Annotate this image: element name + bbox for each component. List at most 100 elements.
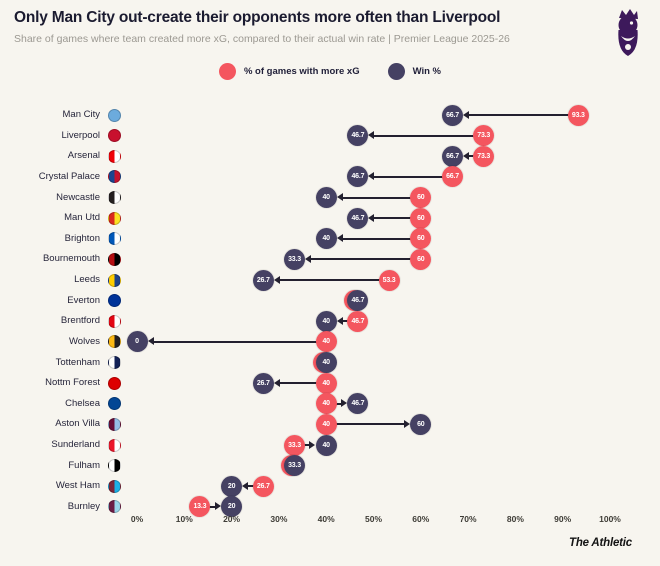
x-axis-tick: 60% xyxy=(412,514,430,524)
legend-xg-label: % of games with more xG xyxy=(243,66,360,77)
win-point: 46.7 xyxy=(347,125,369,147)
win-swatch-icon xyxy=(387,63,405,80)
dumbbell-arrow xyxy=(341,196,421,199)
team-badge-icon xyxy=(108,149,121,163)
win-point: 26.7 xyxy=(252,269,274,291)
xg-point: 40 xyxy=(315,331,337,353)
x-axis-tick: 30% xyxy=(270,514,288,524)
xg-point: 60 xyxy=(410,187,432,209)
team-label: Tottenham xyxy=(55,356,100,368)
xg-point: 33.3 xyxy=(284,434,305,456)
team-label: Burnley xyxy=(67,500,100,512)
dumbbell-arrow xyxy=(373,134,484,137)
x-axis-tick: 50% xyxy=(364,514,382,524)
arrow-head-icon xyxy=(368,213,375,222)
the-athletic-wordmark: The Athletic xyxy=(569,537,632,549)
xg-point: 40 xyxy=(315,372,337,394)
team-label: Arsenal xyxy=(67,150,100,162)
team-label: Liverpool xyxy=(61,129,100,141)
x-axis-tick: 10% xyxy=(175,514,193,524)
arrow-head-icon xyxy=(336,193,343,202)
arrow-head-icon xyxy=(462,110,469,119)
dumbbell-arrow xyxy=(152,340,327,343)
team-badge-icon xyxy=(108,479,121,493)
team-badge-icon xyxy=(108,108,121,122)
dumbbell-arrow xyxy=(310,258,421,261)
team-badge-icon xyxy=(108,170,121,184)
xg-point: 60 xyxy=(410,248,432,270)
xg-swatch-icon xyxy=(218,63,236,80)
team-badge-icon xyxy=(108,417,121,431)
team-badge-icon xyxy=(108,335,121,349)
win-point: 20 xyxy=(221,475,243,497)
win-point: 46.7 xyxy=(347,290,369,312)
team-label: Everton xyxy=(67,294,100,306)
arrow-head-icon xyxy=(340,399,347,408)
x-axis-tick: 0% xyxy=(130,514,144,524)
xg-point: 60 xyxy=(410,228,432,250)
win-point: 40 xyxy=(315,310,337,332)
xg-point: 40 xyxy=(315,413,337,435)
xg-point: 73.3 xyxy=(473,125,495,147)
dumbbell-arrow xyxy=(373,217,421,220)
dumbbell-arrow xyxy=(341,237,421,240)
team-badge-icon xyxy=(108,211,121,225)
legend-item-xg: % of games with more xG xyxy=(218,63,360,80)
win-point: 40 xyxy=(315,187,337,209)
xg-point: 26.7 xyxy=(252,475,274,497)
xg-point: 93.3 xyxy=(567,104,589,126)
team-label: Bournemouth xyxy=(42,253,100,265)
team-badge-icon xyxy=(108,397,121,411)
arrow-head-icon xyxy=(273,275,280,284)
win-point: 40 xyxy=(315,352,337,374)
team-badge-icon xyxy=(108,191,121,205)
dumbbell-arrow xyxy=(467,114,579,116)
dumbbell-arrow xyxy=(278,279,390,282)
team-badge-icon xyxy=(108,232,121,246)
win-point: 46.7 xyxy=(347,393,369,415)
dumbbell-arrow xyxy=(278,382,327,385)
page-subtitle: Share of games where team created more x… xyxy=(14,33,510,45)
x-axis-tick: 80% xyxy=(506,514,524,524)
legend-item-win: Win % xyxy=(387,63,442,80)
arrow-head-icon xyxy=(147,337,154,346)
arrow-head-icon xyxy=(403,419,410,428)
win-point: 33.3 xyxy=(284,248,305,270)
team-label: Leeds xyxy=(74,274,100,286)
legend-win-label: Win % xyxy=(412,66,442,77)
x-axis-tick: 70% xyxy=(459,514,477,524)
win-point: 46.7 xyxy=(347,166,369,188)
page-title: Only Man City out-create their opponents… xyxy=(14,9,501,26)
team-label: Brentford xyxy=(60,315,100,327)
team-badge-icon xyxy=(108,459,121,473)
team-label: Man City xyxy=(62,109,100,120)
xg-point: 66.7 xyxy=(441,166,463,188)
x-axis-tick: 40% xyxy=(317,514,335,524)
win-point: 40 xyxy=(315,228,337,250)
dumbbell-arrow xyxy=(373,175,453,178)
arrow-head-icon xyxy=(462,151,469,160)
arrow-head-icon xyxy=(309,440,316,449)
xg-point: 53.3 xyxy=(378,269,400,291)
arrow-head-icon xyxy=(305,254,311,263)
xg-point: 40 xyxy=(315,393,337,415)
legend: % of games with more xG Win % xyxy=(0,63,660,80)
x-axis-tick: 20% xyxy=(223,514,241,524)
team-badge-icon xyxy=(108,273,121,287)
arrow-head-icon xyxy=(214,502,221,511)
team-label: Crystal Palace xyxy=(38,170,100,182)
win-point: 26.7 xyxy=(252,372,274,394)
win-point: 66.7 xyxy=(441,145,463,167)
arrow-head-icon xyxy=(242,481,249,490)
team-label: Wolves xyxy=(69,335,100,347)
team-label: Brighton xyxy=(64,232,100,244)
xg-point: 60 xyxy=(410,207,432,229)
xg-point: 73.3 xyxy=(473,145,495,167)
team-badge-icon xyxy=(108,294,121,308)
arrow-head-icon xyxy=(368,172,375,181)
team-label: West Ham xyxy=(55,480,100,492)
team-badge-icon xyxy=(108,356,121,370)
arrow-head-icon xyxy=(336,316,343,325)
